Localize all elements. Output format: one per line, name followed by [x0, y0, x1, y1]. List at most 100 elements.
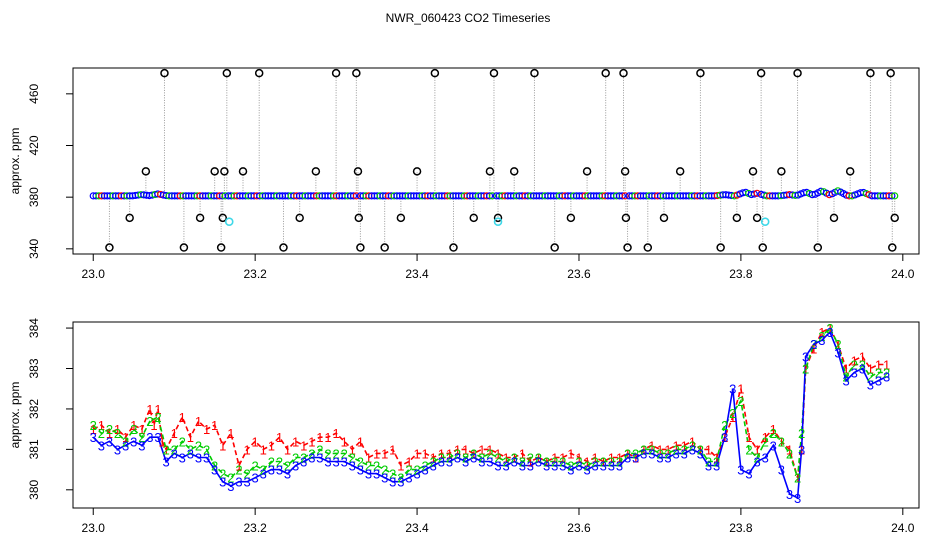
series-1-marker: 1 — [770, 422, 777, 437]
series-1-marker: 1 — [162, 442, 169, 457]
series-1-marker: 1 — [875, 357, 882, 372]
outlier-point — [777, 167, 786, 176]
series-1-marker: 1 — [276, 430, 283, 445]
outlier-point — [449, 243, 458, 252]
series-2-marker: 2 — [737, 394, 744, 409]
series-3-marker: 3 — [503, 459, 510, 474]
series-2-marker: 2 — [818, 329, 825, 344]
series-1-line — [92, 327, 887, 478]
series-2-marker: 2 — [494, 450, 501, 465]
series-2-marker: 2 — [154, 410, 161, 425]
series-3-marker: 3 — [535, 455, 542, 470]
series-3-marker: 3 — [648, 446, 655, 461]
series-2-marker: 2 — [608, 455, 615, 470]
series-1-marker: 1 — [90, 422, 97, 437]
cyan-point — [224, 217, 234, 227]
outlier-point — [141, 167, 151, 176]
series-3-marker: 3 — [851, 366, 858, 381]
series-3-marker: 3 — [260, 467, 267, 482]
cyan-point — [493, 217, 503, 227]
series-3-marker: 3 — [673, 446, 680, 461]
series-2-marker: 2 — [527, 450, 534, 465]
outlier-point — [396, 213, 406, 223]
outlier-point — [311, 167, 321, 176]
series-3-marker: 3 — [122, 438, 129, 453]
bottom-y-axis-label: approx. ppm — [8, 382, 22, 449]
series-2-marker: 2 — [300, 450, 307, 465]
series-3-marker: 3 — [721, 430, 728, 445]
series-3-marker: 3 — [583, 463, 590, 478]
series-3-marker: 3 — [154, 430, 161, 445]
series-1-marker: 1 — [826, 321, 833, 336]
series-3-marker: 3 — [179, 450, 186, 465]
series-2-marker: 2 — [276, 455, 283, 470]
series-3-marker: 3 — [146, 430, 153, 445]
series-3-marker: 3 — [689, 442, 696, 457]
series-1-marker: 1 — [260, 442, 267, 457]
sample-point — [618, 192, 626, 200]
series-3-marker: 3 — [292, 459, 299, 474]
sample-point — [485, 192, 494, 200]
series-2-marker: 2 — [219, 467, 226, 482]
series-3-marker: 3 — [567, 463, 574, 478]
top-y-axis: 340 380 420 460 — [27, 84, 73, 259]
series-3-marker: 3 — [106, 434, 113, 449]
outlier-point — [412, 167, 422, 176]
outlier-point — [254, 68, 264, 78]
series-1-marker: 1 — [349, 442, 356, 457]
series-1-marker: 1 — [798, 442, 805, 457]
series-1-marker: 1 — [794, 471, 801, 486]
series-1-marker: 1 — [470, 446, 477, 461]
sample-point — [488, 192, 496, 200]
chart-title: NWR_060423 CO2 Timeseries — [386, 11, 551, 25]
series-1-marker: 1 — [851, 353, 858, 368]
outlier-point — [696, 68, 705, 78]
outlier-point — [845, 167, 855, 176]
series-2-marker: 2 — [656, 446, 663, 461]
series-3-marker: 3 — [162, 455, 169, 470]
series-2-marker: 2 — [583, 459, 590, 474]
series-3-marker: 3 — [300, 455, 307, 470]
series-1-marker: 1 — [122, 430, 129, 445]
outlier-point — [353, 167, 363, 176]
series-1-marker: 1 — [106, 426, 113, 441]
series-1-marker: 1 — [203, 422, 210, 437]
series-3-marker: 3 — [705, 459, 712, 474]
series-2-marker: 2 — [798, 426, 805, 441]
series-2-marker: 2 — [389, 467, 396, 482]
series-2-marker: 2 — [567, 459, 574, 474]
series-2-marker: 2 — [745, 442, 752, 457]
series-1-marker: 1 — [324, 430, 331, 445]
series-3-marker: 3 — [786, 487, 793, 502]
series-1-marker: 1 — [632, 450, 639, 465]
series-2-marker: 2 — [268, 455, 275, 470]
bottom-x-tick-label: 23.4 — [405, 521, 429, 535]
top-x-axis: 23.0 23.2 23.4 23.6 23.8 24.0 — [82, 254, 915, 281]
series-2-marker: 2 — [462, 450, 469, 465]
series-1-marker: 1 — [551, 450, 558, 465]
series-2-marker: 2 — [227, 471, 234, 486]
series-2-marker: 2 — [511, 450, 518, 465]
series-1-marker: 1 — [397, 459, 404, 474]
series-1-marker: 1 — [859, 349, 866, 364]
series-1-marker: 1 — [150, 418, 157, 433]
series-1-marker: 1 — [454, 442, 461, 457]
series-1-marker: 1 — [697, 442, 704, 457]
series-1-marker: 1 — [616, 450, 623, 465]
series-2-marker: 2 — [810, 337, 817, 352]
series-3-marker: 3 — [640, 446, 647, 461]
series-2-marker: 2 — [600, 455, 607, 470]
series-1-marker: 1 — [745, 430, 752, 445]
series-1-marker: 1 — [316, 430, 323, 445]
top-y-tick-label: 460 — [27, 84, 41, 104]
series-3-marker: 3 — [381, 471, 388, 486]
bottom-x-axis: 23.0 23.2 23.4 23.6 23.8 24.0 — [82, 508, 915, 535]
series-1-marker: 1 — [511, 450, 518, 465]
series-1-marker: 1 — [729, 410, 736, 425]
series-3-marker: 3 — [713, 459, 720, 474]
outlier-point — [813, 243, 823, 252]
series-1-marker: 1 — [802, 362, 809, 377]
series-2-marker: 2 — [260, 463, 267, 478]
series-2-marker: 2 — [203, 442, 210, 457]
